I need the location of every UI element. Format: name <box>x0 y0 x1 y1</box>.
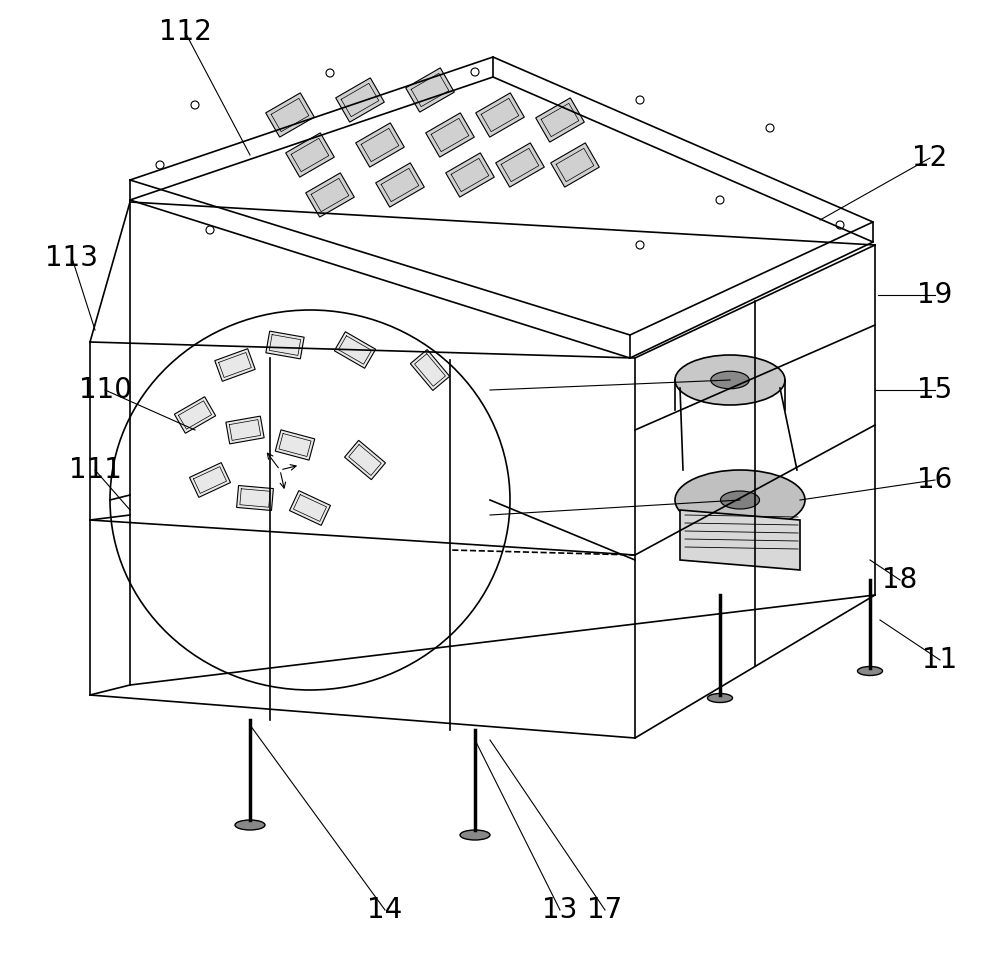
Polygon shape <box>496 143 544 187</box>
Polygon shape <box>446 153 494 197</box>
Ellipse shape <box>858 667 883 676</box>
Polygon shape <box>376 163 424 207</box>
Text: 13: 13 <box>542 896 578 924</box>
Polygon shape <box>345 440 385 480</box>
Polygon shape <box>215 348 255 381</box>
Ellipse shape <box>675 355 785 405</box>
Polygon shape <box>334 332 376 368</box>
Ellipse shape <box>720 491 760 509</box>
Text: 18: 18 <box>882 566 918 594</box>
Ellipse shape <box>675 470 805 530</box>
Text: 113: 113 <box>46 244 98 272</box>
Polygon shape <box>237 486 273 510</box>
Text: 14: 14 <box>367 896 403 924</box>
Text: 112: 112 <box>159 18 211 46</box>
Polygon shape <box>336 77 384 122</box>
Text: 19: 19 <box>917 281 953 309</box>
Polygon shape <box>306 173 354 217</box>
Text: 110: 110 <box>78 376 132 404</box>
Text: 16: 16 <box>917 466 953 494</box>
Polygon shape <box>275 430 315 460</box>
Text: 12: 12 <box>912 144 948 172</box>
Polygon shape <box>680 510 800 570</box>
Text: 11: 11 <box>922 646 958 674</box>
Polygon shape <box>266 331 304 359</box>
Ellipse shape <box>460 830 490 840</box>
Polygon shape <box>266 93 314 137</box>
Polygon shape <box>410 349 450 390</box>
Ellipse shape <box>235 820 265 830</box>
Ellipse shape <box>711 372 749 389</box>
Polygon shape <box>406 68 454 112</box>
Text: 17: 17 <box>587 896 623 924</box>
Polygon shape <box>356 123 404 167</box>
Polygon shape <box>551 143 599 187</box>
Polygon shape <box>289 491 331 526</box>
Text: 111: 111 <box>69 456 121 484</box>
Text: 15: 15 <box>917 376 953 404</box>
Polygon shape <box>226 416 264 444</box>
Polygon shape <box>426 113 474 157</box>
Ellipse shape <box>708 693 732 703</box>
Polygon shape <box>476 93 524 137</box>
Polygon shape <box>536 98 584 142</box>
Polygon shape <box>286 133 334 177</box>
Polygon shape <box>174 397 216 434</box>
Polygon shape <box>189 463 231 498</box>
